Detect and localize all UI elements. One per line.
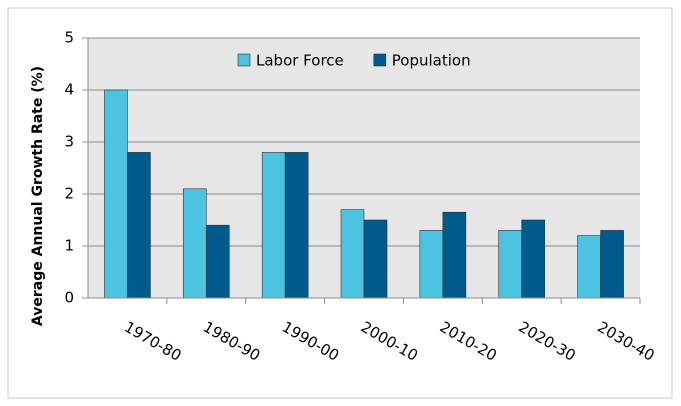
bar [182,188,207,299]
bar [261,152,286,299]
bar [521,219,546,299]
y-tick-label: 0 [64,289,74,307]
bar [205,224,230,299]
y-tick-label: 4 [64,81,74,99]
bar [340,209,365,299]
y-tick-label: 3 [64,133,74,151]
bar [104,89,128,299]
legend-swatch [237,53,251,67]
y-tick-label: 5 [64,29,74,47]
bar [600,230,624,299]
bar [498,230,523,299]
y-tick-label: 2 [64,185,74,203]
y-axis-label: Average Annual Growth Rate (%) [30,66,46,326]
bar [442,211,467,299]
legend-swatch [373,53,387,67]
bar [284,152,309,299]
bar [577,235,601,299]
bar [419,230,444,299]
bar [363,219,388,299]
bar [127,152,151,299]
legend-label: Population [392,52,471,70]
legend-label: Labor Force [256,52,344,70]
y-tick-label: 1 [64,237,74,255]
